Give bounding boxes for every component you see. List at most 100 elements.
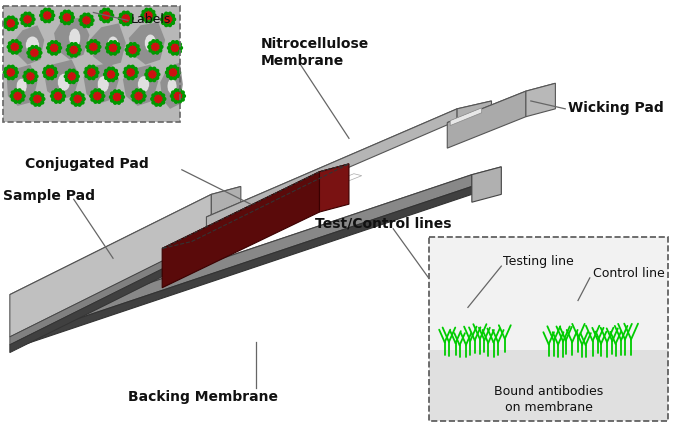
Circle shape [5,68,8,71]
Circle shape [55,42,58,44]
Circle shape [169,51,171,54]
Text: Labels: Labels [131,13,171,26]
Circle shape [24,13,27,16]
Circle shape [65,71,78,83]
Circle shape [75,104,77,107]
Circle shape [4,18,17,31]
Circle shape [112,68,114,71]
Circle shape [142,12,145,14]
Circle shape [51,99,54,102]
Circle shape [110,12,112,14]
Circle shape [80,16,83,19]
Circle shape [98,101,101,104]
Circle shape [145,9,148,12]
Circle shape [55,90,58,92]
Text: Conjugated Pad: Conjugated Pad [25,157,149,171]
Circle shape [105,69,117,82]
Circle shape [35,46,38,49]
Circle shape [169,25,171,28]
Circle shape [163,15,173,25]
Circle shape [175,53,178,56]
Circle shape [110,96,112,99]
Circle shape [128,46,138,55]
Circle shape [166,68,169,71]
Circle shape [28,49,31,52]
Circle shape [142,92,145,95]
Circle shape [123,24,125,27]
Polygon shape [129,23,165,65]
Circle shape [87,26,90,28]
Circle shape [12,40,14,43]
Polygon shape [450,109,482,126]
Circle shape [179,51,182,54]
Circle shape [111,15,114,18]
Circle shape [91,20,94,23]
Circle shape [155,92,158,95]
Circle shape [31,82,34,84]
Circle shape [49,44,59,54]
Circle shape [51,18,53,22]
Circle shape [62,92,64,95]
Circle shape [151,98,153,101]
Circle shape [71,93,84,106]
Circle shape [38,104,40,107]
Circle shape [67,23,70,25]
Circle shape [14,27,17,29]
Circle shape [66,80,69,82]
Circle shape [129,14,132,17]
Circle shape [129,22,132,24]
Circle shape [44,76,47,78]
Circle shape [149,43,152,46]
Circle shape [172,22,175,25]
Polygon shape [457,102,492,121]
Circle shape [77,76,79,79]
Circle shape [79,20,82,23]
Circle shape [145,21,148,24]
Circle shape [108,80,110,83]
Circle shape [162,102,164,105]
Circle shape [168,68,178,78]
Circle shape [90,16,92,19]
Circle shape [92,92,102,102]
Circle shape [91,90,103,103]
Circle shape [156,70,159,73]
Circle shape [51,42,53,44]
Circle shape [67,53,70,55]
Ellipse shape [107,37,119,55]
Circle shape [121,100,123,103]
Circle shape [103,21,105,24]
Circle shape [82,16,91,26]
Circle shape [8,66,10,69]
Circle shape [31,46,34,49]
Circle shape [62,99,64,102]
Circle shape [51,92,54,95]
Circle shape [173,78,176,80]
Circle shape [14,76,17,78]
Circle shape [71,95,74,98]
Circle shape [3,23,6,26]
Circle shape [159,43,162,46]
Circle shape [127,66,130,69]
Circle shape [132,92,135,95]
Circle shape [125,49,128,52]
Circle shape [126,24,129,27]
Circle shape [48,51,51,54]
Circle shape [41,18,44,22]
Circle shape [27,70,30,73]
Circle shape [132,66,134,69]
Circle shape [172,99,175,102]
Circle shape [126,44,139,57]
Ellipse shape [25,37,39,55]
Circle shape [90,40,93,43]
Circle shape [75,92,77,95]
Circle shape [101,99,103,102]
Circle shape [100,12,103,14]
Circle shape [162,95,164,98]
Circle shape [10,95,13,98]
Circle shape [71,17,74,20]
Circle shape [21,99,24,102]
Circle shape [40,15,42,18]
Ellipse shape [68,29,81,49]
Circle shape [155,104,158,107]
Circle shape [177,68,179,71]
